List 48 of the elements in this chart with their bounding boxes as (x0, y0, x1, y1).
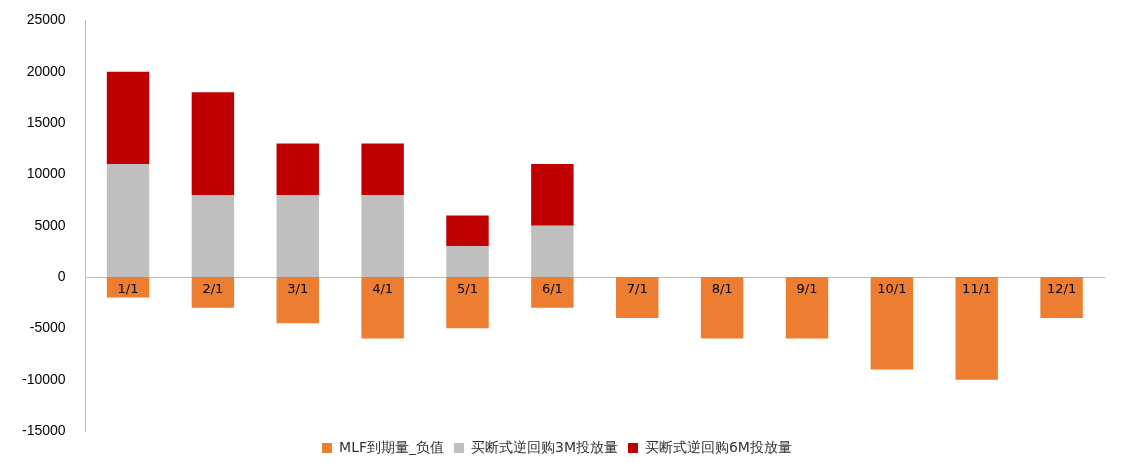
bar (106, 277, 150, 298)
bar (531, 164, 574, 226)
y-tick-label: -15000 (22, 421, 66, 438)
bar (785, 277, 829, 339)
x-tick-label: 9/1 (796, 280, 818, 296)
bar (276, 143, 319, 195)
y-tick-label: -5000 (29, 319, 66, 336)
bar (191, 277, 235, 308)
bar (361, 277, 404, 339)
bar (531, 277, 574, 308)
x-tick-label: 6/1 (541, 280, 563, 296)
bar (531, 225, 574, 278)
bar (870, 277, 914, 370)
x-tick-label: 5/1 (457, 280, 478, 296)
x-tick-label: 8/1 (711, 280, 733, 296)
y-tick-label: 25000 (26, 11, 66, 28)
y-tick-label: 15000 (26, 113, 66, 130)
y-tick-label: 0 (57, 267, 66, 284)
bar (446, 246, 489, 278)
bar (446, 215, 489, 247)
y-tick-label: -10000 (22, 370, 66, 387)
legend-label: MLF到期量_负值 (339, 438, 444, 455)
bar (955, 277, 998, 380)
legend-label: 买断式逆回购3M投放量 (470, 438, 618, 455)
bar (446, 277, 489, 329)
y-tick-label: 20000 (26, 62, 66, 79)
bar (191, 194, 235, 278)
bar (1040, 277, 1083, 319)
y-tick-label: 5000 (34, 216, 66, 233)
legend-label: 买断式逆回购6M投放量 (644, 438, 792, 455)
bar (191, 92, 235, 195)
bar (106, 71, 150, 165)
bar (616, 277, 659, 319)
x-tick-label: 1/1 (117, 280, 139, 296)
x-tick-label: 12/1 (1046, 280, 1077, 296)
bar (106, 164, 150, 278)
x-tick-label: 3/1 (287, 280, 309, 296)
x-tick-label: 2/1 (202, 280, 224, 296)
bar (361, 143, 404, 195)
bar (276, 194, 319, 278)
bar (700, 277, 744, 339)
x-tick-label: 7/1 (626, 280, 648, 296)
bar (361, 194, 404, 278)
x-tick-label: 11/1 (962, 280, 992, 296)
y-tick-label: 10000 (26, 165, 66, 182)
x-tick-label: 10/1 (877, 280, 907, 296)
bar (276, 277, 319, 324)
x-tick-label: 4/1 (372, 280, 394, 296)
